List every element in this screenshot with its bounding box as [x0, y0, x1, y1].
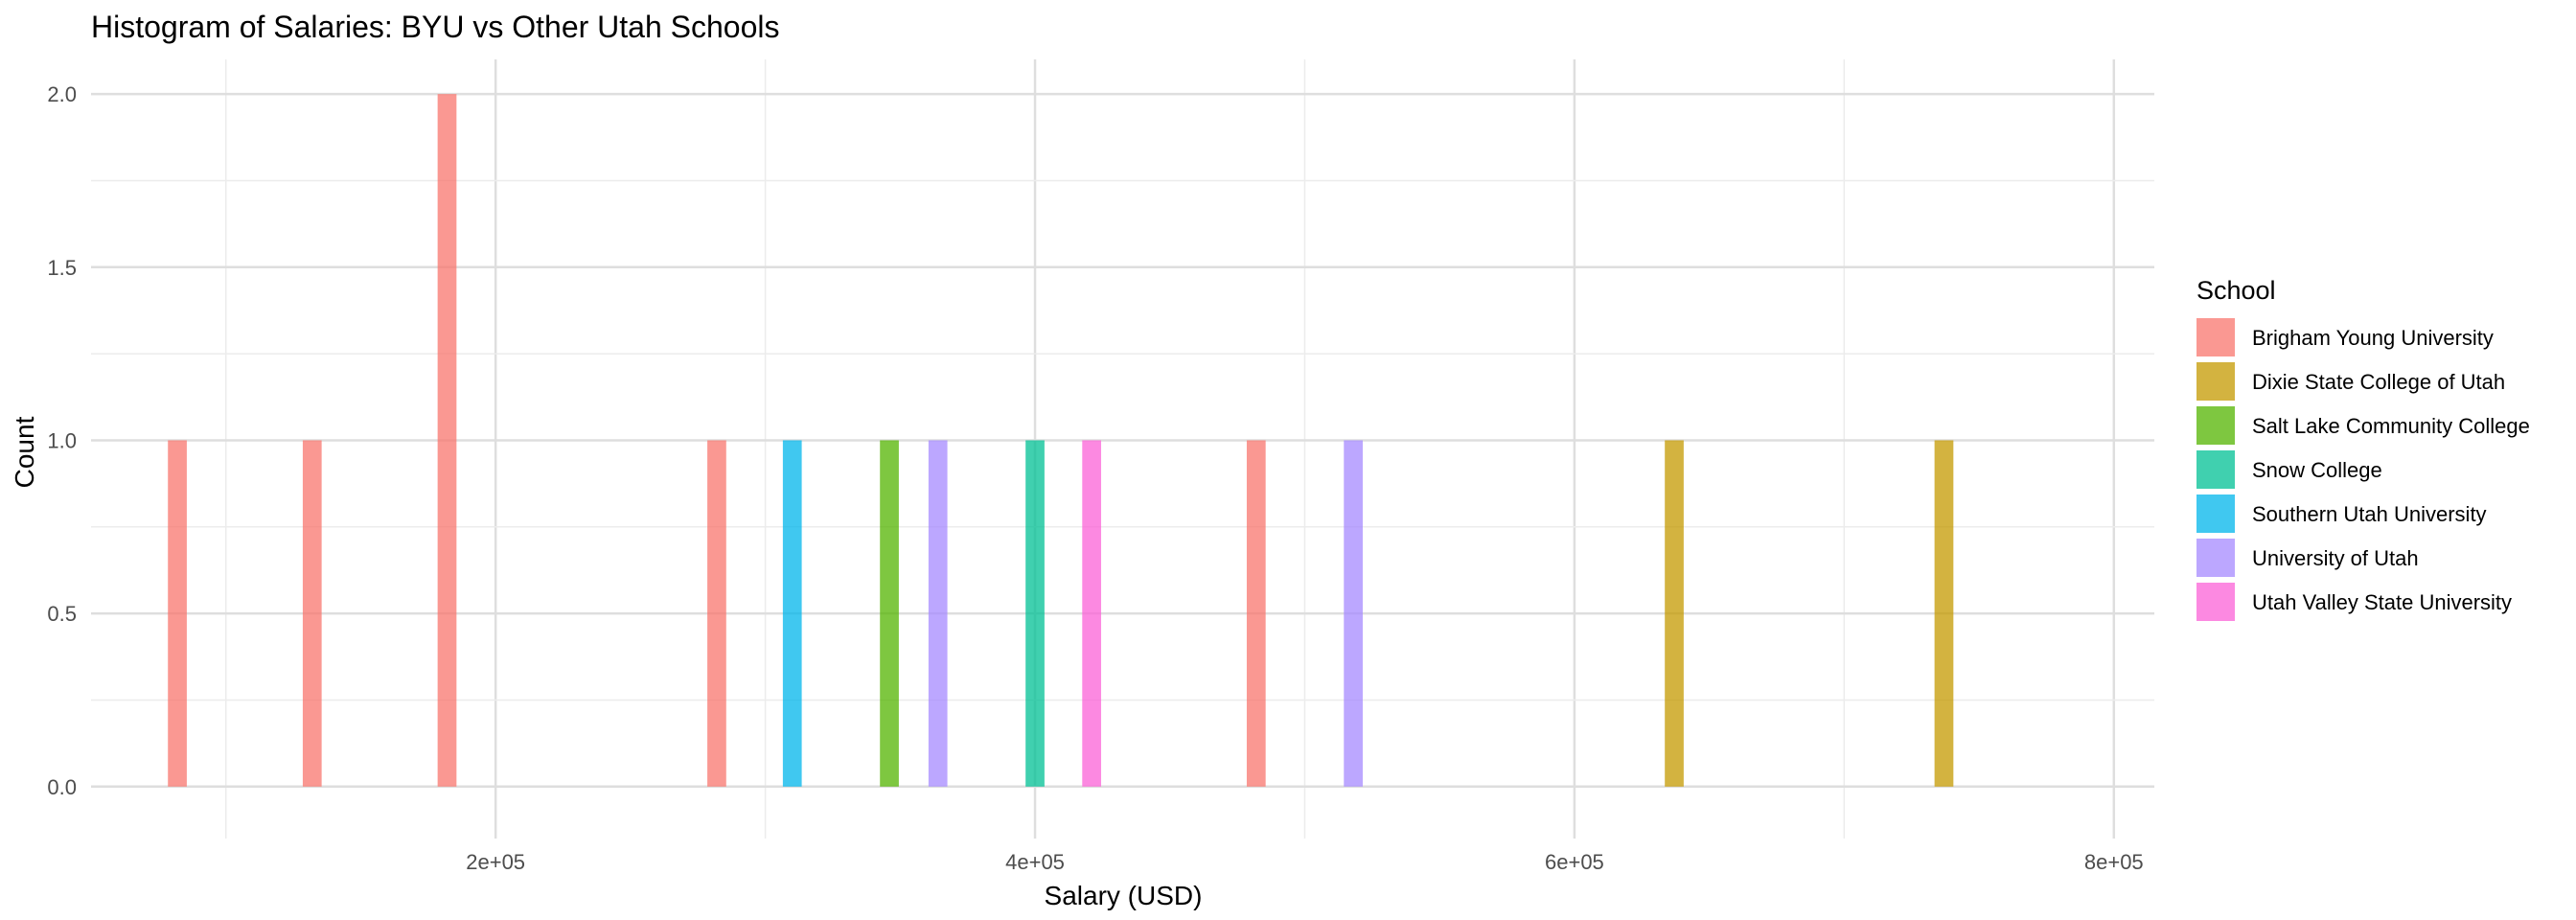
x-tick-label: 8e+05: [2084, 850, 2144, 874]
legend-key-swatch: [2196, 494, 2235, 533]
histogram-bar: [1934, 440, 1954, 787]
histogram-bar: [1344, 440, 1363, 787]
chart-title: Histogram of Salaries: BYU vs Other Utah…: [91, 10, 780, 44]
y-tick-label: 1.5: [47, 256, 77, 280]
legend-item-label: Salt Lake Community College: [2252, 414, 2530, 438]
legend-key-swatch: [2196, 406, 2235, 445]
histogram-bar: [782, 440, 802, 787]
legend-title: School: [2196, 276, 2276, 305]
x-tick-label: 6e+05: [1545, 850, 1604, 874]
x-tick-label: 4e+05: [1005, 850, 1065, 874]
legend-key-swatch: [2196, 450, 2235, 489]
legend-item-label: Utah Valley State University: [2252, 590, 2512, 614]
y-tick-label: 0.5: [47, 602, 77, 626]
legend-item-label: Southern Utah University: [2252, 502, 2487, 526]
histogram-bar: [1665, 440, 1684, 787]
histogram-bar: [880, 440, 899, 787]
legend-item-label: Snow College: [2252, 458, 2382, 482]
histogram-bar: [168, 440, 187, 787]
legend-key-swatch: [2196, 318, 2235, 356]
y-tick-label: 2.0: [47, 82, 77, 106]
legend-key-swatch: [2196, 583, 2235, 621]
y-tick-label: 0.0: [47, 775, 77, 799]
legend-item-label: Brigham Young University: [2252, 326, 2494, 350]
histogram-bars: [168, 94, 1954, 787]
histogram-bar: [928, 440, 948, 787]
legend-item-label: Dixie State College of Utah: [2252, 370, 2505, 394]
axis-tick-labels: 2e+05 4e+05 6e+05 8e+05 0.0 0.5 1.0 1.5 2.0: [47, 82, 2143, 874]
histogram-bar: [1025, 440, 1045, 787]
histogram-bar: [1246, 440, 1266, 787]
histogram-bar: [437, 94, 457, 787]
histogram-bar: [1082, 440, 1101, 787]
legend-key-swatch: [2196, 362, 2235, 401]
y-axis-label: Count: [10, 416, 39, 488]
y-tick-label: 1.0: [47, 428, 77, 452]
legend-item-label: University of Utah: [2252, 546, 2419, 570]
histogram-bar: [707, 440, 726, 787]
grid-lines: [91, 59, 2154, 839]
x-tick-label: 2e+05: [466, 850, 525, 874]
histogram-bar: [302, 440, 322, 787]
x-axis-label: Salary (USD): [1045, 881, 1203, 910]
legend-key-swatch: [2196, 539, 2235, 577]
legend: School Brigham Young University Dixie Sta…: [2196, 276, 2530, 621]
